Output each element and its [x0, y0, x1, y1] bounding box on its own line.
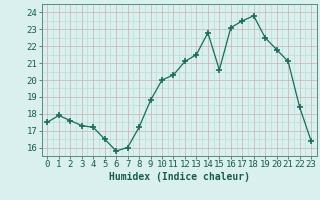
X-axis label: Humidex (Indice chaleur): Humidex (Indice chaleur): [109, 172, 250, 182]
